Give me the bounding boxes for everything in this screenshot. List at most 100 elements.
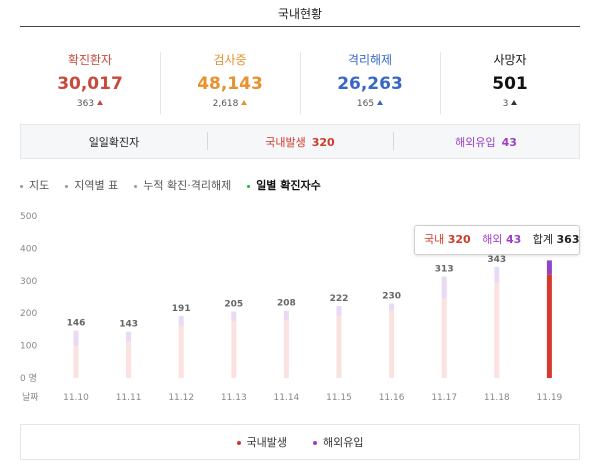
bar-overseas xyxy=(441,276,447,299)
x-tick-label: 11.14 xyxy=(274,393,300,403)
bar-overseas xyxy=(336,306,342,316)
triangle-up-icon xyxy=(97,100,104,105)
x-tick-label: 11.15 xyxy=(326,393,352,403)
y-tick-label: 300 xyxy=(20,277,37,287)
stat-testing: 검사중 48,143 2,618 xyxy=(160,52,300,114)
stat-confirmed: 확진환자 30,017 363 xyxy=(20,52,160,112)
triangle-up-icon xyxy=(377,100,384,105)
bar-total-label: 313 xyxy=(435,265,454,275)
chart-tooltip: 국내 320 해외 43 합계 363 xyxy=(414,225,580,255)
x-tick-label: 11.18 xyxy=(484,393,510,403)
bar-domestic xyxy=(73,345,79,378)
bar-overseas xyxy=(73,330,79,346)
stat-delta: 363 xyxy=(20,98,160,110)
x-tick-label: 11.11 xyxy=(116,393,142,403)
bar-domestic xyxy=(336,315,342,378)
bar-total-label: 143 xyxy=(119,320,138,330)
bar-total-label: 222 xyxy=(330,294,349,304)
x-tick-label: 11.17 xyxy=(431,393,457,403)
stat-delta: 3 xyxy=(440,98,580,110)
y-tick-label: 500 xyxy=(20,212,37,222)
bar-domestic xyxy=(126,341,132,378)
tab-daily-cases[interactable]: 일별 확진자수 xyxy=(247,177,321,193)
stat-delta: 2,618 xyxy=(160,98,300,110)
y-tick-label: 400 xyxy=(20,244,37,254)
domestic-cases: 국내발생 320 xyxy=(207,131,393,150)
overseas-label: 해외유입 xyxy=(455,135,496,149)
tab-map[interactable]: 지도 xyxy=(20,177,49,193)
overseas-count: 43 xyxy=(501,135,517,149)
bar-total-label: 230 xyxy=(382,291,401,301)
y-tick-label: 0 명 xyxy=(20,373,37,384)
stat-released: 격리해제 26,263 165 xyxy=(300,52,440,114)
daily-cases-chart: 0 명 100 200 300 400 500 날짜 146 11.10 143 11.11 191 1… xyxy=(20,212,563,403)
daily-cases-label: 일일확진자 xyxy=(88,135,140,149)
y-tick-label: 100 xyxy=(20,342,37,352)
stat-delta: 165 xyxy=(300,98,440,110)
bar-overseas xyxy=(494,266,500,284)
daily-cases-bar: 일일확진자 국내발생 320 해외유입 43 xyxy=(20,124,580,159)
tooltip-overseas-value: 43 xyxy=(505,233,522,246)
overseas-cases: 해외유입 43 xyxy=(393,131,579,150)
legend-item-overseas[interactable]: 해외유입 xyxy=(313,434,363,450)
tooltip-domestic-value: 320 xyxy=(447,233,471,246)
bar-domestic xyxy=(389,310,395,378)
tooltip-overseas-label: 해외 xyxy=(482,233,503,246)
domestic-count: 320 xyxy=(311,135,335,149)
x-tick-label: 11.19 xyxy=(537,393,563,403)
bar-domestic xyxy=(494,283,500,378)
tooltip-total-label: 합계 xyxy=(532,233,554,246)
bar-domestic xyxy=(441,298,447,378)
domestic-label: 국내발생 xyxy=(265,135,306,149)
bar-total-label: 205 xyxy=(224,300,243,310)
bullet-icon xyxy=(134,184,138,188)
x-tick-label: 11.10 xyxy=(63,393,89,403)
stats-summary: 확진환자 30,017 363 검사중 48,143 2,618 격리해제 26… xyxy=(20,52,580,114)
chart-legend: 국내발생 해외유입 xyxy=(20,424,580,460)
triangle-up-icon xyxy=(511,100,518,105)
legend-dot-icon xyxy=(236,441,241,445)
tab-cumulative[interactable]: 누적 확진·격리해제 xyxy=(134,177,231,193)
stat-value: 26,263 xyxy=(337,74,403,94)
bar-domestic xyxy=(178,325,184,378)
page-title: 국내현황 xyxy=(277,7,323,21)
tooltip-total-value: 363 xyxy=(556,233,580,246)
stat-value: 48,143 xyxy=(197,74,263,94)
stat-label: 검사중 xyxy=(213,53,247,67)
bar-total-label: 343 xyxy=(487,255,506,265)
view-tabs: 지도 지역별 표 누적 확진·격리해제 일별 확진자수 xyxy=(20,177,337,193)
x-tick-label: 11.12 xyxy=(168,393,194,403)
legend-dot-icon xyxy=(313,441,317,445)
bar-domestic xyxy=(546,274,552,378)
bar-total-label: 146 xyxy=(67,319,86,329)
tooltip-domestic-label: 국내 xyxy=(424,233,445,246)
stat-label: 사망자 xyxy=(493,53,527,67)
x-tick-label: 11.16 xyxy=(379,393,405,403)
bar-domestic xyxy=(283,320,289,378)
bar-overseas xyxy=(231,311,237,321)
bar-total-label: 208 xyxy=(277,299,296,309)
stat-value: 501 xyxy=(492,74,528,94)
bar-overseas xyxy=(546,260,552,275)
stat-value: 30,017 xyxy=(57,74,123,94)
y-tick-label: 200 xyxy=(20,309,37,319)
bullet-icon xyxy=(247,184,251,188)
tab-region-table[interactable]: 지역별 표 xyxy=(65,177,118,193)
bar-domestic xyxy=(231,320,237,378)
triangle-up-icon xyxy=(241,100,248,105)
x-axis-label: 날짜 xyxy=(22,392,39,403)
header-divider xyxy=(20,26,580,27)
bullet-icon xyxy=(20,184,23,188)
stat-label: 확진환자 xyxy=(67,53,113,67)
bar-overseas xyxy=(178,316,184,326)
bar-total-label: 191 xyxy=(172,304,191,314)
page-header: 국내현황 xyxy=(0,0,600,28)
bar-overseas xyxy=(283,310,289,321)
stat-label: 격리해제 xyxy=(347,53,393,67)
x-tick-label: 11.13 xyxy=(221,393,247,403)
legend-item-domestic[interactable]: 국내발생 xyxy=(236,434,287,450)
bar-overseas xyxy=(389,303,395,311)
stat-deaths: 사망자 501 3 xyxy=(440,52,580,114)
bar-overseas xyxy=(126,331,132,342)
bullet-icon xyxy=(65,184,69,188)
